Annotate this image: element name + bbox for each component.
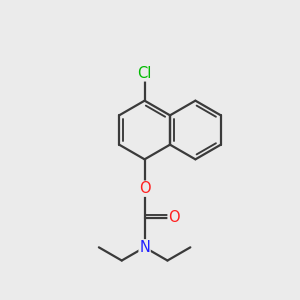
Text: N: N <box>139 240 150 255</box>
Text: O: O <box>168 211 180 226</box>
Text: O: O <box>139 181 150 196</box>
Text: Cl: Cl <box>137 66 152 81</box>
